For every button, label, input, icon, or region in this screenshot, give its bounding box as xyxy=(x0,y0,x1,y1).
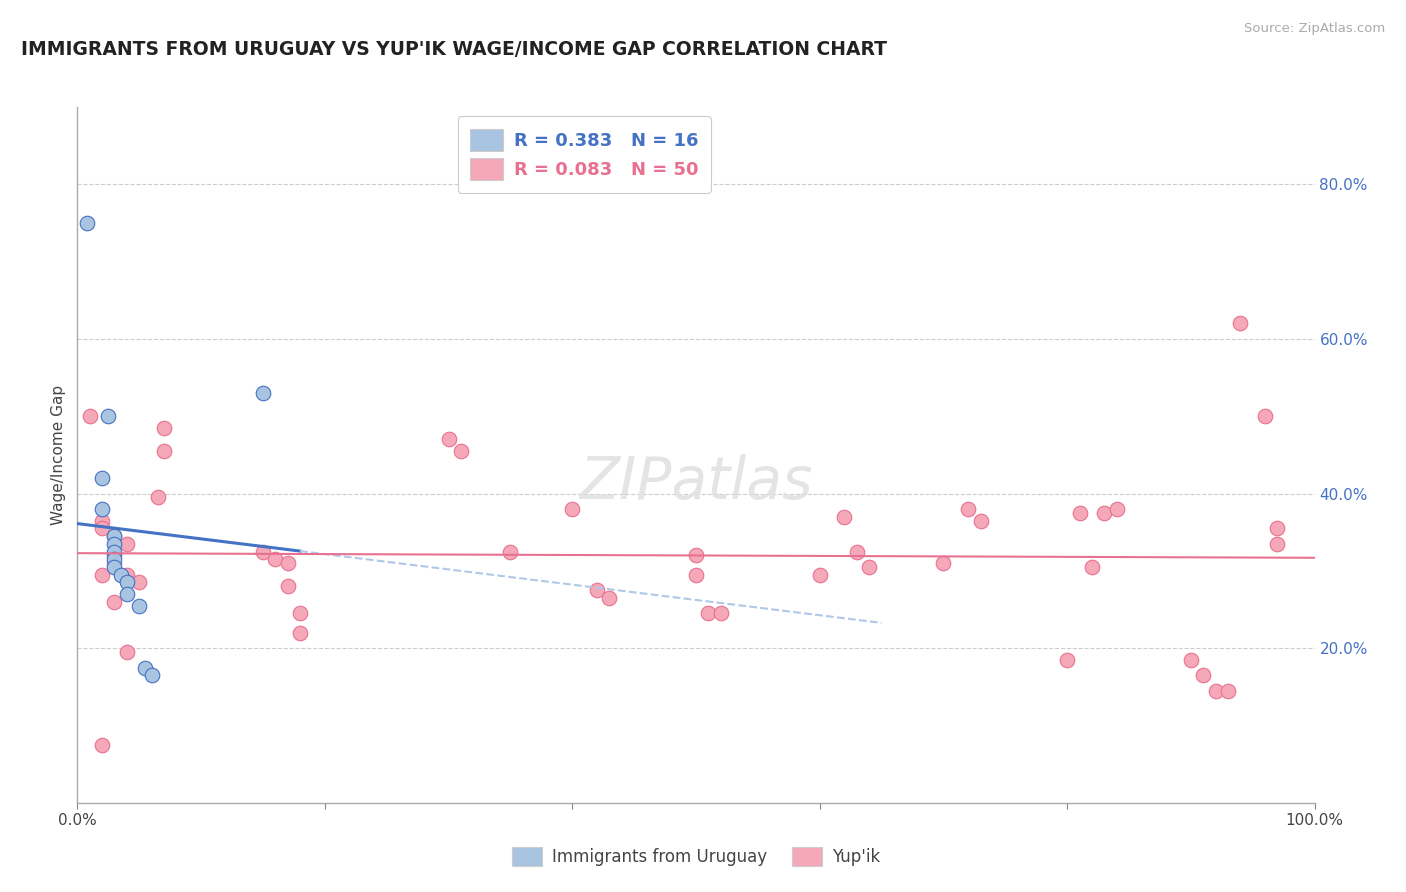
Point xyxy=(277,556,299,570)
Point xyxy=(685,567,707,582)
Point xyxy=(437,433,460,447)
Point xyxy=(808,567,831,582)
Point xyxy=(91,471,114,485)
Point xyxy=(252,386,274,401)
Point xyxy=(1180,653,1202,667)
Point xyxy=(288,625,311,640)
Point xyxy=(103,560,125,574)
Text: ZIPatlas: ZIPatlas xyxy=(579,454,813,511)
Point xyxy=(115,567,138,582)
Point xyxy=(79,409,101,424)
Point xyxy=(103,529,125,543)
Point xyxy=(91,567,114,582)
Point xyxy=(1192,668,1215,682)
Point xyxy=(858,560,880,574)
Point xyxy=(561,502,583,516)
Point xyxy=(103,552,125,566)
Legend: Immigrants from Uruguay, Yup'ik: Immigrants from Uruguay, Yup'ik xyxy=(503,839,889,874)
Point xyxy=(91,521,114,535)
Point xyxy=(450,444,472,458)
Point xyxy=(153,421,176,435)
Point xyxy=(1069,506,1091,520)
Point xyxy=(146,491,169,505)
Point xyxy=(586,583,609,598)
Point xyxy=(1267,521,1289,535)
Point xyxy=(91,738,114,752)
Point xyxy=(128,599,150,613)
Point xyxy=(97,409,120,424)
Point xyxy=(110,567,132,582)
Point xyxy=(1254,409,1277,424)
Point xyxy=(103,556,125,570)
Point xyxy=(969,514,991,528)
Point xyxy=(252,544,274,558)
Y-axis label: Wage/Income Gap: Wage/Income Gap xyxy=(51,384,66,525)
Point xyxy=(76,216,98,230)
Point xyxy=(834,509,856,524)
Point xyxy=(264,552,287,566)
Point xyxy=(1205,683,1227,698)
Text: Source: ZipAtlas.com: Source: ZipAtlas.com xyxy=(1244,22,1385,36)
Point xyxy=(710,607,733,621)
Point xyxy=(277,579,299,593)
Point xyxy=(103,595,125,609)
Point xyxy=(91,514,114,528)
Point xyxy=(103,544,125,558)
Point xyxy=(91,502,114,516)
Point xyxy=(153,444,176,458)
Point xyxy=(1056,653,1078,667)
Point xyxy=(103,529,125,543)
Point xyxy=(685,549,707,563)
Point xyxy=(957,502,980,516)
Point xyxy=(128,575,150,590)
Point xyxy=(288,607,311,621)
Point xyxy=(115,575,138,590)
Point xyxy=(115,587,138,601)
Point xyxy=(1105,502,1128,516)
Point xyxy=(141,668,163,682)
Point xyxy=(932,556,955,570)
Point xyxy=(1092,506,1115,520)
Point xyxy=(697,607,720,621)
Text: IMMIGRANTS FROM URUGUAY VS YUP'IK WAGE/INCOME GAP CORRELATION CHART: IMMIGRANTS FROM URUGUAY VS YUP'IK WAGE/I… xyxy=(21,40,887,59)
Point xyxy=(1216,683,1239,698)
Point xyxy=(598,591,620,605)
Point xyxy=(1081,560,1104,574)
Point xyxy=(134,660,156,674)
Point xyxy=(103,537,125,551)
Point xyxy=(115,645,138,659)
Point xyxy=(115,537,138,551)
Point xyxy=(1229,317,1251,331)
Point xyxy=(499,544,522,558)
Point xyxy=(1267,537,1289,551)
Point xyxy=(845,544,868,558)
Point xyxy=(103,549,125,563)
